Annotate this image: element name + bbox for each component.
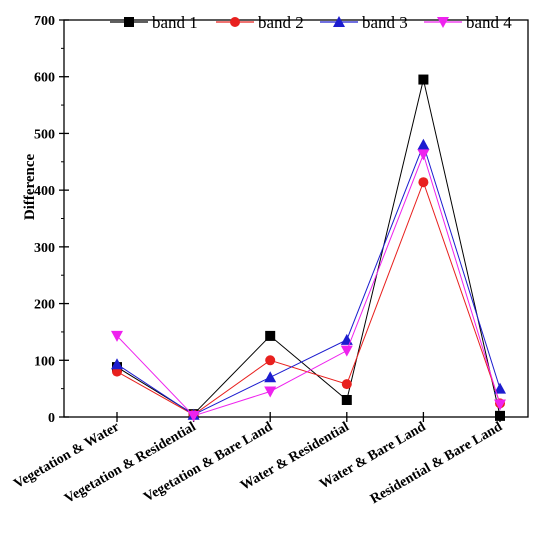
y-tick-label: 200 [34,298,55,313]
data-point [265,330,276,341]
legend-label: band 3 [362,13,408,32]
legend-marker [230,17,240,27]
legend-label: band 2 [258,13,304,32]
series-layer [111,74,506,422]
legend-item: band 1 [110,13,198,32]
data-point [341,394,352,405]
data-point [187,410,200,422]
series-4 [111,149,506,422]
x-tick-label: Vegetation & Residential [62,419,198,506]
legend-marker [333,16,345,27]
legend-marker [437,17,449,28]
y-tick-label: 100 [34,354,55,369]
data-point [264,371,277,383]
series-line [116,180,501,416]
data-point [111,358,123,370]
data-point [418,74,429,85]
data-point [417,149,430,161]
legend-marker [124,17,134,27]
data-point [111,330,123,342]
data-point [494,399,506,411]
series-2 [112,177,505,420]
data-point [494,382,506,394]
y-tick-label: 0 [48,411,55,426]
y-tick-label: 500 [34,127,55,142]
series-line [116,152,501,417]
series-line [116,79,501,416]
data-point [265,355,276,366]
x-tick-label: Residential & Bare Land [368,419,505,507]
x-tick-label: Vegetation & Bare Land [141,419,275,505]
y-tick-label: 400 [34,184,55,199]
y-axis-title: Difference [22,153,38,220]
data-point [418,177,429,188]
y-tick-label: 300 [34,241,55,256]
y-tick-label: 700 [34,14,55,29]
y-axis-ticks: 0 100 200 300 400 500 600 700 [34,14,69,426]
legend-item: band 3 [320,13,408,32]
data-point [417,138,430,150]
data-point [341,379,352,390]
legend-item: band 4 [424,13,512,32]
legend: band 1 band 2 band 3 band 4 [110,13,512,32]
y-tick-label: 600 [34,71,55,86]
legend-label: band 4 [466,13,512,32]
legend-label: band 1 [152,13,198,32]
legend-item: band 2 [216,13,304,32]
series-line [116,143,501,416]
data-point [264,386,277,398]
data-point [495,410,505,421]
data-point [340,345,353,357]
